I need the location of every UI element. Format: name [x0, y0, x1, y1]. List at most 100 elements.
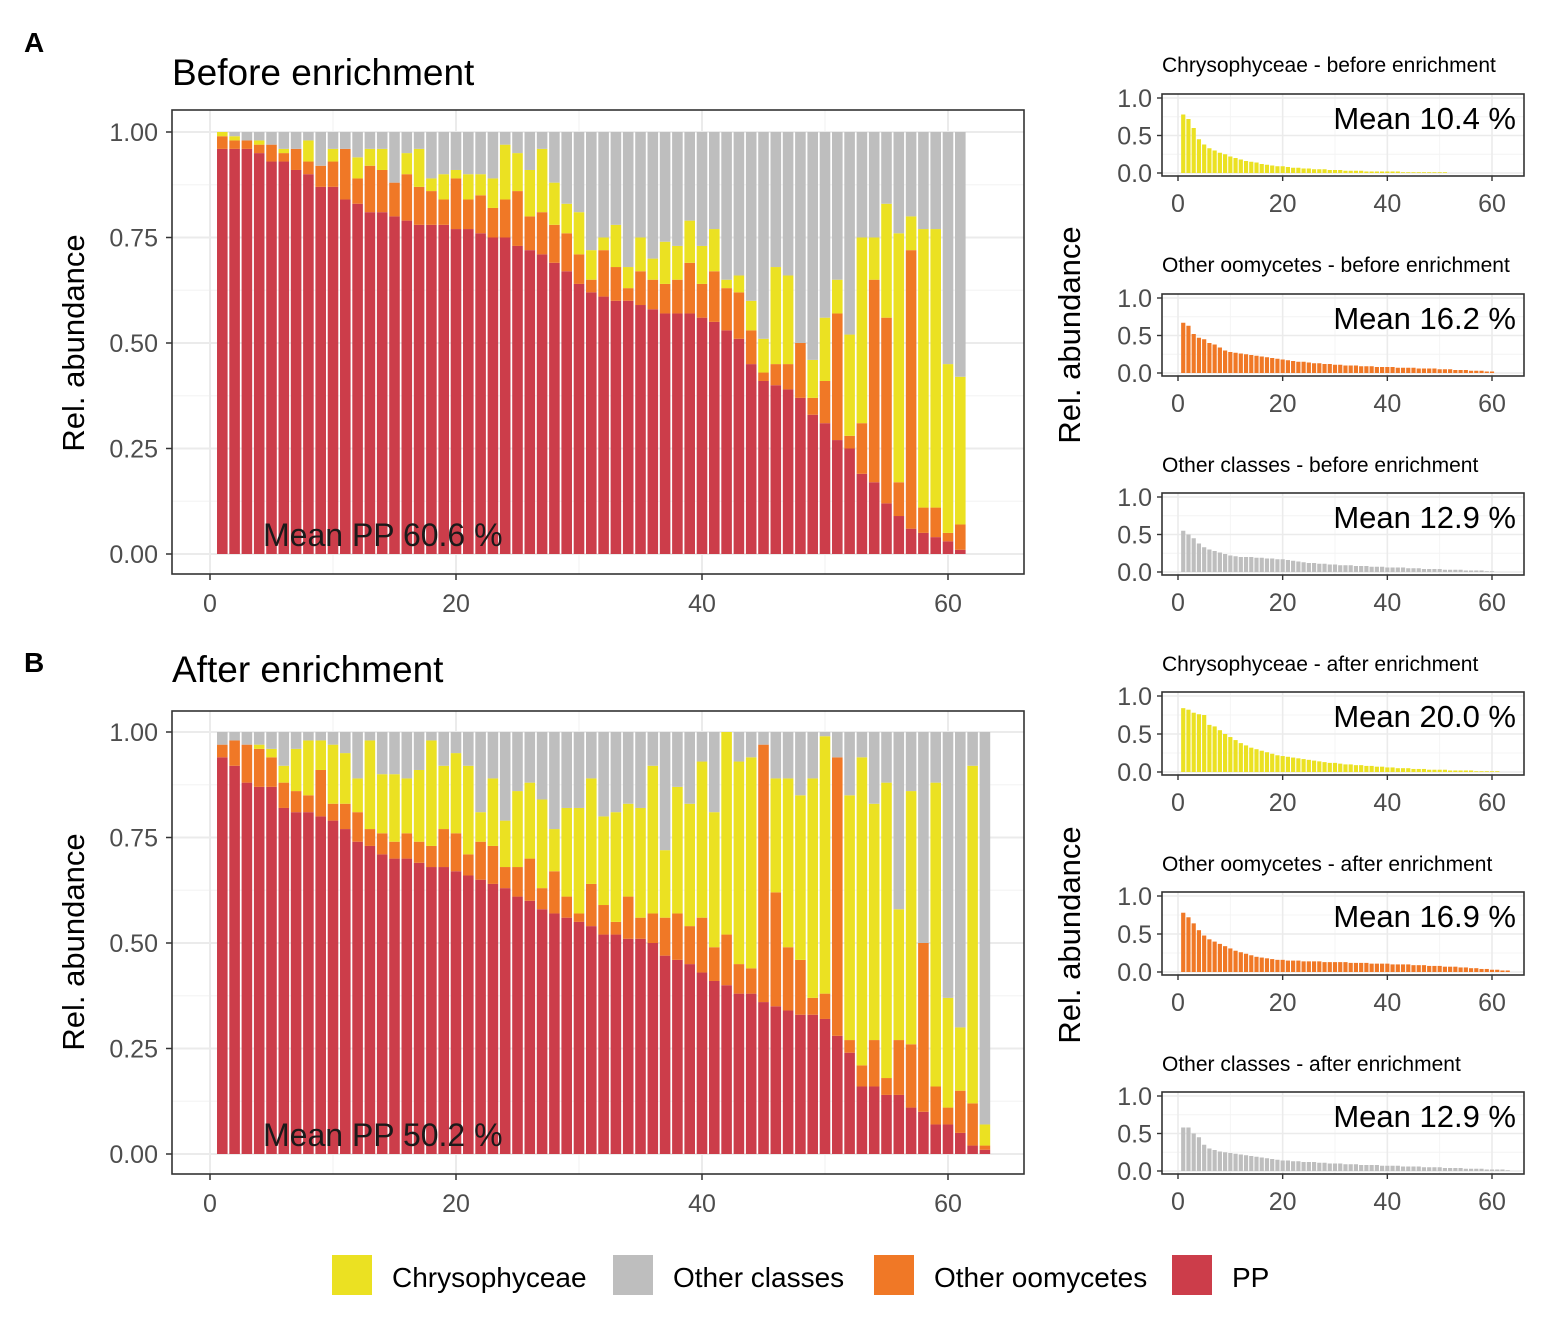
bar-other	[1212, 551, 1217, 572]
bar-oomycetes	[1395, 367, 1400, 373]
bar-other	[955, 732, 966, 1028]
bar-oomycetes	[1453, 370, 1458, 373]
bar-chrysophyceae	[1374, 171, 1379, 173]
bar-chrysophyceae	[1322, 169, 1327, 173]
bar-oomycetes	[696, 917, 708, 973]
bar-chrysophyceae	[1453, 770, 1458, 772]
bar-oomycetes	[758, 372, 769, 381]
bar-pp	[684, 964, 695, 1154]
bar-pp	[782, 1010, 794, 1154]
plot-oomycetes-before: Other oomycetes - before enrichment 0.0 0.…	[1117, 254, 1525, 418]
bar-oomycetes	[955, 524, 966, 550]
bar-pp	[241, 782, 253, 1154]
bar-other	[1186, 1127, 1191, 1171]
bar-oomycetes	[918, 507, 929, 533]
bar-chrysophyceae	[1238, 159, 1243, 173]
bar-oomycetes	[1291, 960, 1296, 972]
bar-other	[1317, 1162, 1322, 1171]
bar-other	[1369, 566, 1374, 572]
bar-oomycetes	[1306, 961, 1311, 972]
bar-pp	[413, 862, 425, 1154]
bar-other	[303, 132, 314, 141]
bar-oomycetes	[499, 867, 511, 889]
bar-oomycetes	[659, 917, 671, 956]
bar-chrysophyceae	[1186, 709, 1191, 772]
bar-chrysophyceae	[1432, 172, 1437, 173]
bar-chrysophyceae	[881, 203, 892, 318]
bar-chrysophyceae	[499, 820, 511, 868]
bar-chrysophyceae	[1416, 768, 1421, 772]
bar-pp	[696, 317, 708, 554]
bar-chrysophyceae	[684, 220, 695, 263]
bar-oomycetes	[1353, 365, 1359, 373]
bar-chrysophyceae	[1317, 761, 1322, 772]
bar-oomycetes	[413, 186, 425, 225]
bar-other	[1453, 1168, 1458, 1171]
bar-other	[278, 732, 290, 766]
bar-other	[1233, 556, 1238, 572]
bar-chrysophyceae	[930, 782, 941, 1087]
bar-oomycetes	[1259, 957, 1264, 972]
bar-oomycetes	[512, 191, 523, 246]
bar-chrysophyceae	[1301, 759, 1306, 772]
bar-other	[1505, 1170, 1510, 1171]
bar-oomycetes	[1291, 361, 1296, 373]
bar-oomycetes	[868, 1040, 880, 1087]
bar-chrysophyceae	[217, 132, 228, 137]
bar-oomycetes	[1186, 325, 1191, 373]
bar-oomycetes	[1495, 969, 1500, 972]
bar-other	[487, 732, 499, 779]
bar-other	[1400, 567, 1406, 572]
bar-chrysophyceae	[364, 148, 376, 166]
bar-oomycetes	[1353, 962, 1359, 972]
bar-oomycetes	[1374, 367, 1379, 373]
bar-oomycetes	[635, 271, 646, 306]
bar-pp	[598, 934, 609, 1154]
x-tick-label: 40	[1373, 390, 1401, 418]
bar-pp	[684, 313, 695, 554]
bar-chrysophyceae	[1275, 166, 1280, 173]
bar-chrysophyceae	[266, 748, 277, 758]
bar-oomycetes	[807, 397, 818, 415]
bar-oomycetes	[1264, 357, 1270, 373]
bar-other	[807, 132, 818, 360]
mean-annotation: Mean 12.9 %	[1333, 500, 1516, 535]
bar-pp	[832, 1035, 843, 1154]
bar-oomycetes	[721, 288, 732, 331]
bar-other	[819, 132, 831, 318]
bar-oomycetes	[475, 841, 486, 880]
bar-other	[1238, 1154, 1243, 1171]
bar-chrysophyceae	[524, 782, 536, 859]
bar-other	[696, 132, 708, 246]
bar-chrysophyceae	[1217, 152, 1222, 173]
x-tick-label: 20	[1269, 1188, 1297, 1216]
bar-pp	[389, 858, 400, 1154]
bar-other	[438, 132, 449, 175]
bar-other	[1327, 564, 1332, 572]
bar-chrysophyceae	[1223, 154, 1228, 173]
bar-chrysophyceae	[450, 753, 462, 834]
bar-other	[1322, 563, 1327, 572]
bar-oomycetes	[1432, 368, 1437, 373]
mean-annotation: Mean 16.9 %	[1333, 899, 1516, 934]
bar-oomycetes	[1437, 965, 1442, 972]
bar-chrysophyceae	[955, 376, 966, 525]
bar-chrysophyceae	[463, 174, 474, 200]
y-tick-label: 0.0	[1117, 360, 1152, 388]
bar-oomycetes	[1327, 962, 1332, 972]
bar-other	[487, 132, 499, 179]
bar-chrysophyceae	[1458, 770, 1463, 772]
bar-other	[868, 132, 880, 238]
bar-pp	[659, 313, 671, 554]
bar-other	[1275, 1159, 1280, 1171]
bar-pp	[610, 300, 622, 554]
bar-oomycetes	[549, 871, 560, 914]
bar-oomycetes	[1385, 963, 1390, 972]
bar-oomycetes	[1468, 968, 1474, 972]
bar-other	[721, 132, 732, 280]
bar-oomycetes	[819, 993, 831, 1019]
y-tick-label: 1.0	[1117, 285, 1152, 313]
bar-oomycetes	[1233, 950, 1238, 972]
panel-b-ylabel: Rel. abundance	[56, 833, 91, 1050]
bar-other	[1317, 563, 1322, 572]
